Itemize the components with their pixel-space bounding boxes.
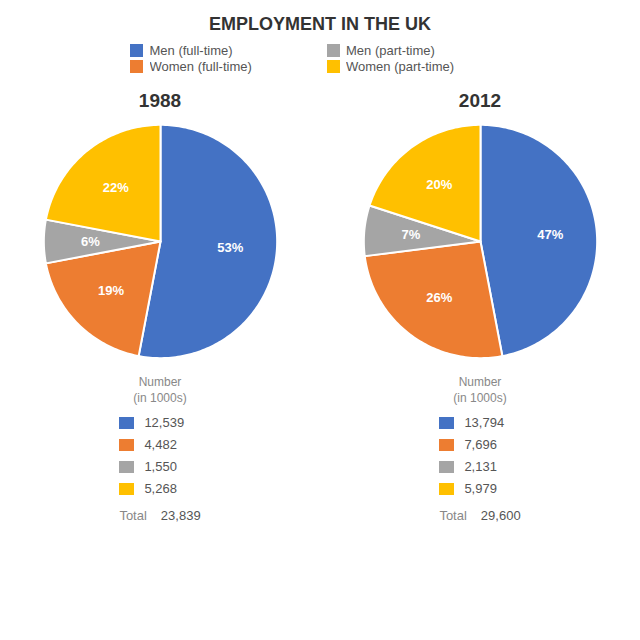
svg-text:26%: 26%: [426, 290, 452, 305]
html-text:5,268: 5,268: [144, 481, 177, 497]
svg-text:7%: 7%: [401, 227, 420, 242]
svg-text:47%: 47%: [537, 227, 563, 242]
html-text:23,839: 23,839: [160, 507, 201, 523]
html-text:Number (in 1000s): Number (in 1000s): [133, 374, 187, 405]
html-text:Men (full-time): Men (full-time): [149, 43, 233, 58]
html-text:EMPLOYMENT IN THE UK: EMPLOYMENT IN THE UK: [209, 14, 431, 34]
svg-text:22%: 22%: [103, 179, 129, 194]
html-text:12,539: 12,539: [144, 415, 185, 431]
html-text:Men (part-time): Men (part-time): [346, 43, 435, 58]
svg-text:53%: 53%: [217, 240, 243, 255]
html-text:Number (in 1000s): Number (in 1000s): [453, 374, 507, 405]
svg-text:6%: 6%: [81, 233, 100, 248]
html-text:Total: Total: [439, 507, 467, 523]
html-text:1,550: 1,550: [144, 459, 177, 475]
html-text:7,696: 7,696: [464, 437, 497, 453]
html-text:2012: 2012: [458, 89, 502, 111]
html-text:4,482: 4,482: [144, 437, 177, 453]
html-text:13,794: 13,794: [464, 415, 505, 431]
html-text:Women (part-time): Women (part-time): [346, 59, 455, 74]
html-text:5,979: 5,979: [464, 481, 497, 497]
svg-text:20%: 20%: [426, 177, 452, 192]
html-text:Total: Total: [119, 507, 147, 523]
html-text:1988: 1988: [138, 89, 182, 111]
html-text:2,131: 2,131: [464, 459, 497, 475]
svg-text:19%: 19%: [98, 283, 124, 298]
html-text:Women (full-time): Women (full-time): [149, 59, 252, 74]
html-text:29,600: 29,600: [480, 507, 521, 523]
